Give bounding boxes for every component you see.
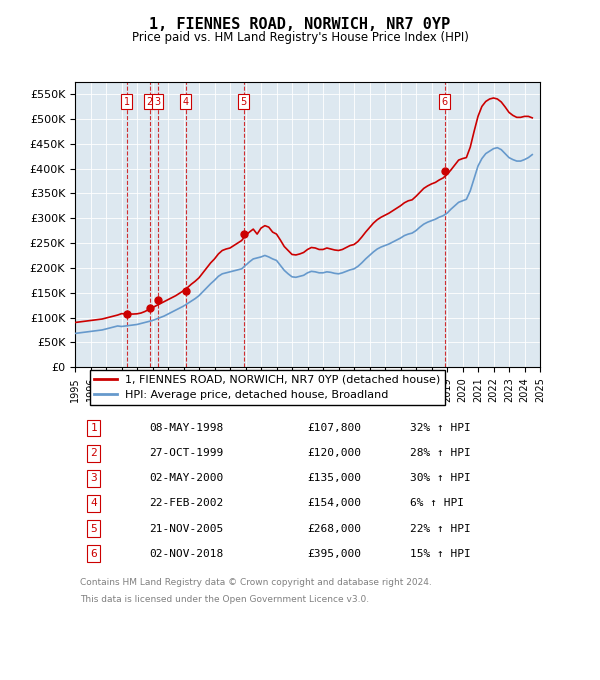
Legend: 1, FIENNES ROAD, NORWICH, NR7 0YP (detached house), HPI: Average price, detached: 1, FIENNES ROAD, NORWICH, NR7 0YP (detac… <box>90 371 445 405</box>
Text: 1, FIENNES ROAD, NORWICH, NR7 0YP: 1, FIENNES ROAD, NORWICH, NR7 0YP <box>149 17 451 32</box>
Text: 02-MAY-2000: 02-MAY-2000 <box>149 473 224 483</box>
Text: 22% ↑ HPI: 22% ↑ HPI <box>410 524 470 534</box>
Text: £120,000: £120,000 <box>308 448 361 458</box>
Text: £107,800: £107,800 <box>308 423 361 433</box>
Text: 15% ↑ HPI: 15% ↑ HPI <box>410 549 470 559</box>
Text: 1: 1 <box>90 423 97 433</box>
Text: 32% ↑ HPI: 32% ↑ HPI <box>410 423 470 433</box>
Text: 6: 6 <box>442 97 448 107</box>
Text: 30% ↑ HPI: 30% ↑ HPI <box>410 473 470 483</box>
Text: £135,000: £135,000 <box>308 473 361 483</box>
Text: 3: 3 <box>155 97 161 107</box>
Text: £268,000: £268,000 <box>308 524 361 534</box>
Text: Price paid vs. HM Land Registry's House Price Index (HPI): Price paid vs. HM Land Registry's House … <box>131 31 469 44</box>
Text: 2: 2 <box>90 448 97 458</box>
Text: 27-OCT-1999: 27-OCT-1999 <box>149 448 224 458</box>
Text: 3: 3 <box>90 473 97 483</box>
Text: This data is licensed under the Open Government Licence v3.0.: This data is licensed under the Open Gov… <box>80 595 369 604</box>
Text: 2: 2 <box>146 97 153 107</box>
Text: 5: 5 <box>241 97 247 107</box>
Text: 28% ↑ HPI: 28% ↑ HPI <box>410 448 470 458</box>
Text: 22-FEB-2002: 22-FEB-2002 <box>149 498 224 509</box>
Text: 4: 4 <box>90 498 97 509</box>
Text: 4: 4 <box>182 97 189 107</box>
Text: 08-MAY-1998: 08-MAY-1998 <box>149 423 224 433</box>
Text: £154,000: £154,000 <box>308 498 361 509</box>
Text: 21-NOV-2005: 21-NOV-2005 <box>149 524 224 534</box>
Text: Contains HM Land Registry data © Crown copyright and database right 2024.: Contains HM Land Registry data © Crown c… <box>80 578 431 587</box>
Text: 6% ↑ HPI: 6% ↑ HPI <box>410 498 464 509</box>
Text: 1: 1 <box>124 97 130 107</box>
Text: 02-NOV-2018: 02-NOV-2018 <box>149 549 224 559</box>
Text: 6: 6 <box>90 549 97 559</box>
Text: 5: 5 <box>90 524 97 534</box>
Text: £395,000: £395,000 <box>308 549 361 559</box>
